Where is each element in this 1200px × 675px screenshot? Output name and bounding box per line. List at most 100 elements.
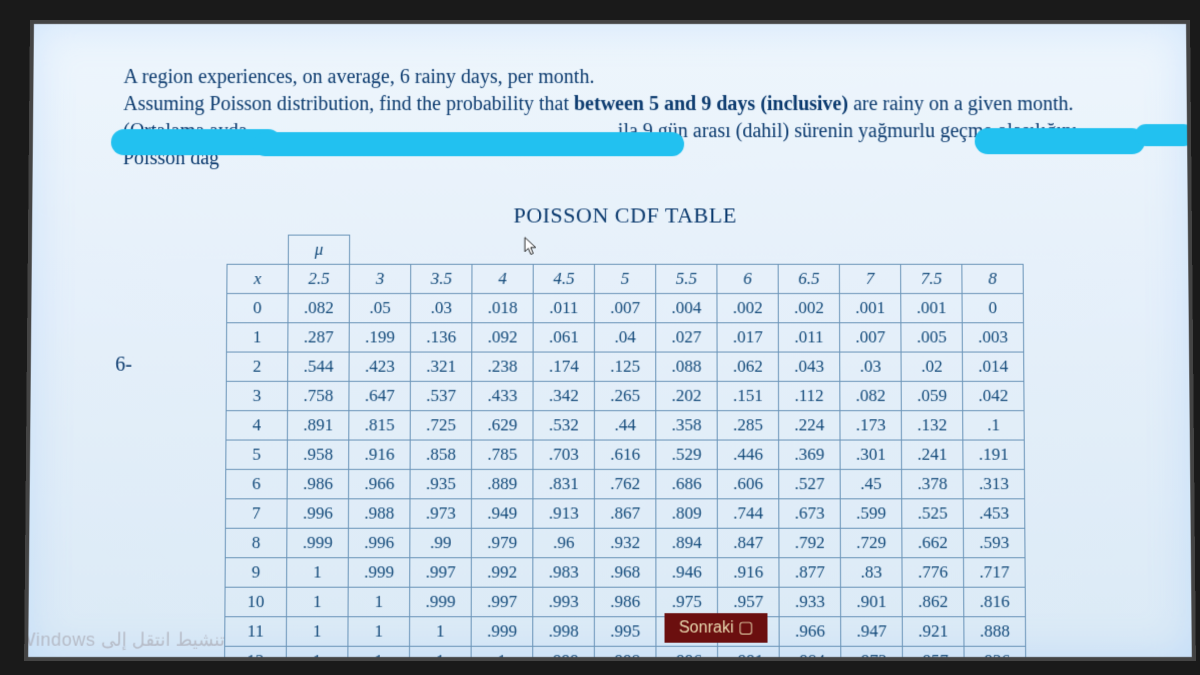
cdf-cell: .014 bbox=[962, 352, 1024, 381]
cdf-cell: .999 bbox=[348, 558, 410, 587]
cdf-cell: .313 bbox=[963, 469, 1025, 498]
x-value: 11 bbox=[225, 617, 287, 647]
cdf-cell: .935 bbox=[410, 469, 472, 498]
next-button[interactable]: Sonraki ▢ bbox=[665, 613, 768, 643]
cdf-cell: .529 bbox=[656, 440, 717, 469]
cdf-cell: .007 bbox=[840, 323, 901, 352]
cdf-cell: .004 bbox=[656, 294, 717, 323]
cdf-cell: .725 bbox=[410, 411, 471, 440]
cdf-cell: 1 bbox=[348, 646, 410, 661]
cdf-cell: .616 bbox=[594, 440, 655, 469]
cdf-cell: .997 bbox=[471, 587, 533, 617]
cdf-cell: .027 bbox=[656, 323, 717, 352]
x-value: 2 bbox=[226, 352, 287, 381]
cdf-cell: .02 bbox=[901, 352, 962, 381]
table-row: 91.999.997.992.983.968.946.916.877.83.77… bbox=[225, 558, 1025, 587]
cdf-cell: .999 bbox=[471, 617, 533, 647]
cdf-cell: .966 bbox=[349, 469, 411, 498]
cdf-cell: 1 bbox=[286, 617, 348, 647]
cdf-cell: .532 bbox=[533, 411, 594, 440]
cdf-cell: .001 bbox=[901, 294, 962, 323]
cdf-cell: .916 bbox=[349, 440, 411, 469]
cdf-cell: .358 bbox=[656, 411, 717, 440]
cdf-cell: .703 bbox=[533, 440, 594, 469]
cdf-cell: .932 bbox=[594, 528, 656, 557]
cdf-cell: .858 bbox=[410, 440, 471, 469]
mu-header: 6 bbox=[717, 264, 778, 293]
cdf-cell: .03 bbox=[411, 294, 472, 323]
cdf-cell: .44 bbox=[594, 411, 655, 440]
x-value: 3 bbox=[226, 381, 288, 410]
highlight-stroke bbox=[1135, 124, 1195, 146]
cdf-cell: .993 bbox=[533, 587, 595, 617]
cdf-cell: .1 bbox=[963, 411, 1025, 440]
table-row: 0.082.05.03.018.011.007.004.002.002.001.… bbox=[227, 294, 1024, 323]
cdf-cell: .174 bbox=[533, 352, 594, 381]
cdf-cell: .423 bbox=[349, 352, 410, 381]
mu-header: 4.5 bbox=[533, 264, 594, 293]
mu-header: 8 bbox=[962, 264, 1023, 293]
cdf-cell: .776 bbox=[902, 558, 964, 587]
cdf-cell: .891 bbox=[287, 411, 349, 440]
cdf-cell: .983 bbox=[533, 558, 595, 587]
cdf-cell: .082 bbox=[288, 294, 349, 323]
cdf-cell: .173 bbox=[840, 411, 902, 440]
cdf-cell: .043 bbox=[778, 352, 839, 381]
cdf-cell: .877 bbox=[779, 558, 841, 587]
cdf-cell: .999 bbox=[287, 528, 349, 557]
header-row: x2.533.544.555.566.577.58 bbox=[227, 264, 1023, 293]
cdf-cell: .991 bbox=[718, 646, 780, 661]
cdf-cell: .629 bbox=[472, 411, 533, 440]
cdf-cell: .593 bbox=[963, 528, 1025, 557]
cdf-cell: .792 bbox=[779, 528, 841, 557]
cdf-cell: 1 bbox=[287, 558, 349, 587]
cdf-cell: .947 bbox=[841, 617, 903, 647]
cdf-cell: .936 bbox=[964, 646, 1026, 661]
cdf-cell: .949 bbox=[471, 499, 533, 528]
cdf-cell: .061 bbox=[533, 323, 594, 352]
cdf-cell: .984 bbox=[779, 646, 841, 661]
cdf-cell: .847 bbox=[717, 528, 779, 557]
cdf-cell: .997 bbox=[410, 558, 472, 587]
cdf-cell: .816 bbox=[964, 587, 1026, 617]
cdf-cell: .082 bbox=[840, 381, 901, 410]
cdf-cell: .301 bbox=[840, 440, 902, 469]
cdf-cell: .979 bbox=[471, 528, 533, 557]
cdf-cell: .973 bbox=[841, 646, 903, 661]
cdf-cell: .996 bbox=[656, 646, 718, 661]
cdf-cell: .011 bbox=[778, 323, 839, 352]
table-title: POISSON CDF TABLE bbox=[122, 202, 1127, 228]
x-value: 1 bbox=[226, 323, 287, 352]
cdf-cell: .007 bbox=[594, 294, 655, 323]
mu-header: 7.5 bbox=[901, 264, 962, 293]
cdf-cell: .002 bbox=[778, 294, 839, 323]
cdf-cell: .199 bbox=[349, 323, 410, 352]
cdf-cell: .913 bbox=[533, 499, 594, 528]
cdf-cell: 1 bbox=[286, 646, 348, 661]
cdf-cell: .992 bbox=[471, 558, 533, 587]
cdf-cell: .966 bbox=[779, 617, 841, 647]
cdf-cell: .606 bbox=[717, 469, 779, 498]
table-row: 4.891.815.725.629.532.44.358.285.224.173… bbox=[226, 411, 1024, 440]
cdf-cell: .191 bbox=[963, 440, 1025, 469]
cdf-cell: .83 bbox=[840, 558, 902, 587]
cdf-cell: .202 bbox=[656, 381, 717, 410]
cdf-cell: .544 bbox=[288, 352, 349, 381]
cdf-cell: .647 bbox=[349, 381, 410, 410]
cdf-cell: .042 bbox=[963, 381, 1025, 410]
highlight-stroke bbox=[975, 128, 1146, 154]
table-row: 1011.999.997.993.986.975.957.933.901.862… bbox=[225, 587, 1026, 617]
cdf-cell: .921 bbox=[902, 617, 964, 647]
table-row: 6.986.966.935.889.831.762.686.606.527.45… bbox=[226, 469, 1025, 498]
table-row: 2.544.423.321.238.174.125.088.062.043.03… bbox=[226, 352, 1024, 381]
cdf-cell: .002 bbox=[717, 294, 778, 323]
cdf-cell: .986 bbox=[594, 587, 656, 617]
cdf-cell: .525 bbox=[902, 499, 964, 528]
cdf-cell: .999 bbox=[533, 646, 595, 661]
cdf-cell: .287 bbox=[288, 323, 349, 352]
cdf-cell: .224 bbox=[779, 411, 840, 440]
x-value: 10 bbox=[225, 587, 287, 617]
cdf-cell: .662 bbox=[902, 528, 964, 557]
cdf-cell: .03 bbox=[840, 352, 901, 381]
cdf-cell: .059 bbox=[901, 381, 963, 410]
